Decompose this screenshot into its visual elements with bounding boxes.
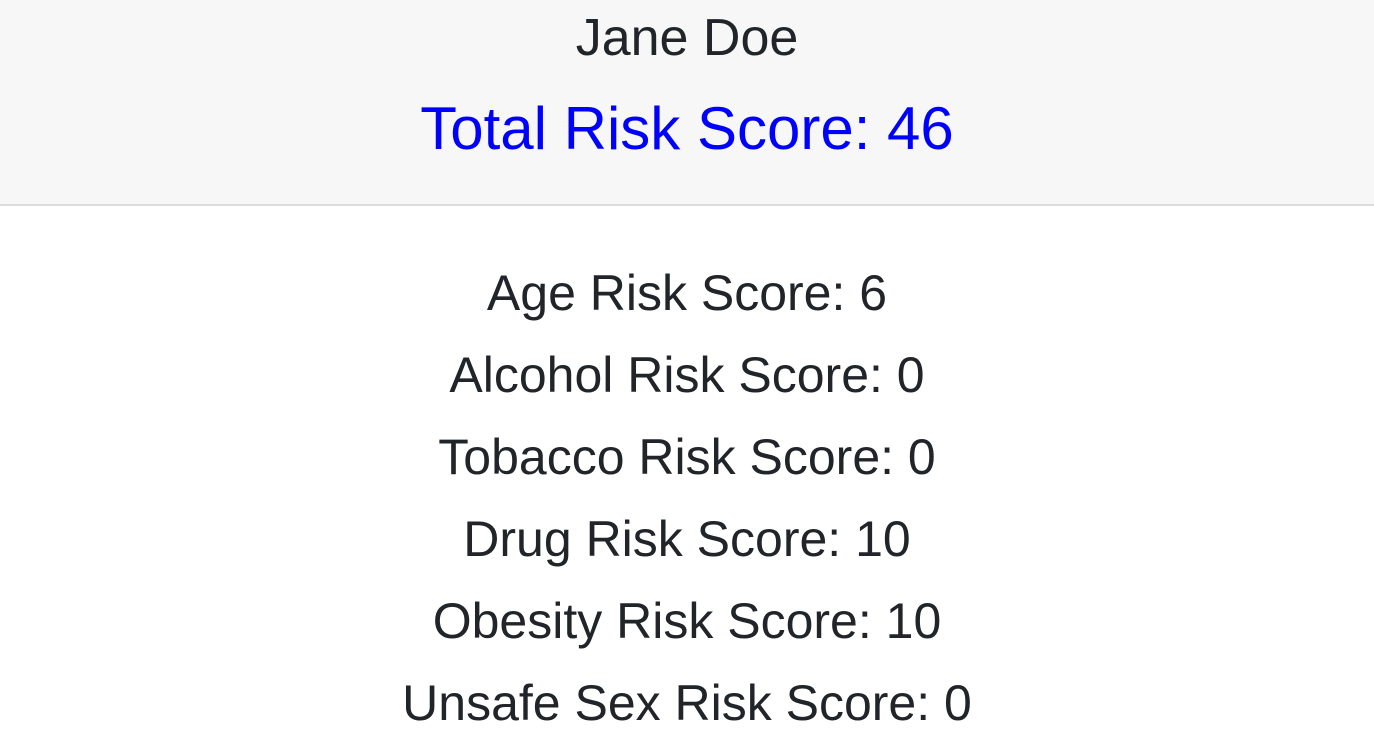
- total-risk-score: Total Risk Score: 46: [420, 95, 954, 162]
- age-risk-score: Age Risk Score: 6: [486, 265, 888, 321]
- drug-risk-score: Drug Risk Score: 10: [463, 511, 911, 567]
- alcohol-risk-score: Alcohol Risk Score: 0: [449, 347, 925, 403]
- risk-score-list: Age Risk Score: 6 Alcohol Risk Score: 0 …: [0, 206, 1374, 732]
- tobacco-risk-score: Tobacco Risk Score: 0: [438, 429, 936, 485]
- patient-header: Jane Doe Total Risk Score: 46: [0, 0, 1374, 206]
- obesity-risk-score: Obesity Risk Score: 10: [432, 593, 942, 649]
- unsafe-sex-risk-score: Unsafe Sex Risk Score: 0: [402, 675, 972, 731]
- patient-name: Jane Doe: [575, 9, 799, 67]
